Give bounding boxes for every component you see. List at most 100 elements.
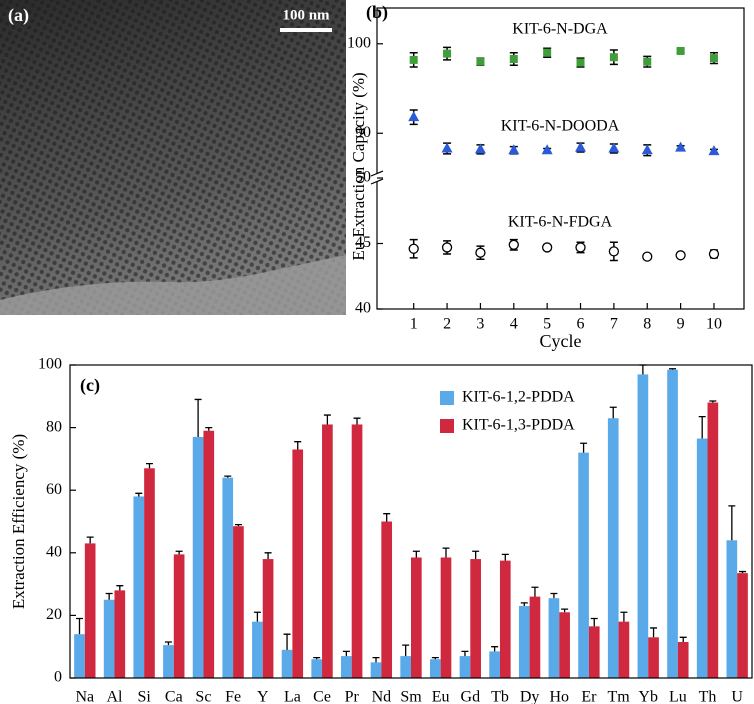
bar	[322, 424, 333, 678]
y-tick-label: 0	[54, 669, 62, 686]
error-bar	[739, 570, 747, 574]
error-bar	[442, 547, 450, 558]
error-bar	[520, 602, 528, 607]
bar	[578, 452, 589, 678]
marker	[675, 250, 686, 261]
axis-break	[370, 178, 384, 185]
bar	[459, 656, 471, 678]
bar	[222, 477, 234, 678]
error-bar	[590, 617, 598, 627]
plot-frame	[376, 7, 745, 310]
bar	[411, 557, 422, 678]
bar	[429, 659, 441, 678]
error-bar	[105, 592, 113, 600]
marker	[708, 145, 720, 156]
error-bar	[431, 657, 439, 660]
x-tick-label: Nd	[372, 689, 392, 704]
bar	[499, 560, 511, 678]
bar	[233, 526, 244, 678]
bar	[667, 369, 678, 678]
error-bar	[294, 441, 302, 450]
error-bar	[679, 636, 687, 643]
bar	[192, 436, 204, 678]
marker	[508, 144, 520, 155]
marker	[508, 239, 519, 250]
bar	[262, 559, 274, 678]
error-bar	[145, 462, 153, 469]
error-bar	[175, 550, 183, 555]
scale-bar-label: 100 nm	[282, 7, 330, 23]
marker	[476, 57, 485, 66]
x-tick-label: Dy	[520, 689, 540, 704]
error-bar	[283, 633, 291, 650]
bar	[381, 521, 393, 678]
x-tick-label: Fe	[225, 689, 241, 704]
error-bar	[353, 417, 361, 425]
legend-swatch	[440, 391, 454, 405]
marker	[441, 142, 453, 153]
x-tick-label: 9	[677, 316, 685, 333]
error-bar	[639, 364, 647, 375]
bar	[588, 626, 600, 678]
marker	[708, 248, 720, 260]
error-bar	[531, 586, 539, 597]
bar	[252, 621, 263, 678]
bar	[607, 418, 619, 678]
marker	[409, 55, 418, 64]
marker	[408, 243, 419, 254]
bar	[559, 612, 570, 678]
x-tick-label: Yb	[638, 689, 658, 704]
x-tick-label: Gd	[461, 689, 481, 704]
panel-label: (c)	[80, 375, 100, 396]
bar	[370, 662, 382, 678]
error-bar	[383, 513, 391, 522]
error-bar	[412, 550, 420, 558]
error-bar	[164, 641, 172, 646]
x-tick-label: 6	[577, 316, 585, 333]
panel-label: (a)	[8, 5, 29, 26]
marker	[576, 58, 585, 67]
error-bar	[313, 657, 321, 660]
x-tick-label: Al	[106, 689, 123, 704]
marker	[509, 55, 518, 63]
error-bar	[650, 627, 658, 638]
axis-break	[370, 170, 384, 177]
bar	[440, 557, 452, 678]
bar	[103, 599, 115, 678]
error-bar	[472, 550, 480, 560]
error-bar	[116, 585, 124, 591]
marker	[474, 143, 486, 154]
error-bar	[135, 492, 143, 497]
error-bar	[580, 442, 588, 453]
bar	[707, 402, 719, 678]
bar	[677, 642, 689, 678]
error-bar	[86, 536, 94, 544]
marker	[542, 242, 553, 253]
bar	[637, 374, 649, 678]
x-tick-label: Na	[75, 689, 94, 704]
x-tick-label: Lu	[669, 689, 687, 704]
marker	[608, 246, 620, 257]
marker	[441, 242, 453, 253]
bar	[489, 651, 500, 678]
y-tick-label: 60	[46, 481, 62, 498]
bar	[144, 468, 155, 678]
marker	[541, 144, 553, 155]
error-bar	[550, 592, 558, 599]
x-tick-label: 5	[543, 316, 551, 333]
x-tick-label: Er	[581, 689, 597, 704]
bar	[737, 573, 748, 678]
error-bar	[501, 553, 509, 561]
bar	[163, 645, 174, 678]
error-bar	[728, 505, 736, 541]
y-tick-label: 80	[46, 418, 62, 435]
marker	[443, 49, 452, 58]
bar	[341, 656, 352, 678]
marker	[575, 141, 587, 152]
x-tick-label: 7	[610, 316, 618, 333]
legend-label: KIT-6-1,2-PDDA	[462, 389, 575, 406]
error-bar	[620, 611, 628, 622]
marker	[676, 46, 685, 55]
x-tick-label: La	[284, 689, 301, 704]
